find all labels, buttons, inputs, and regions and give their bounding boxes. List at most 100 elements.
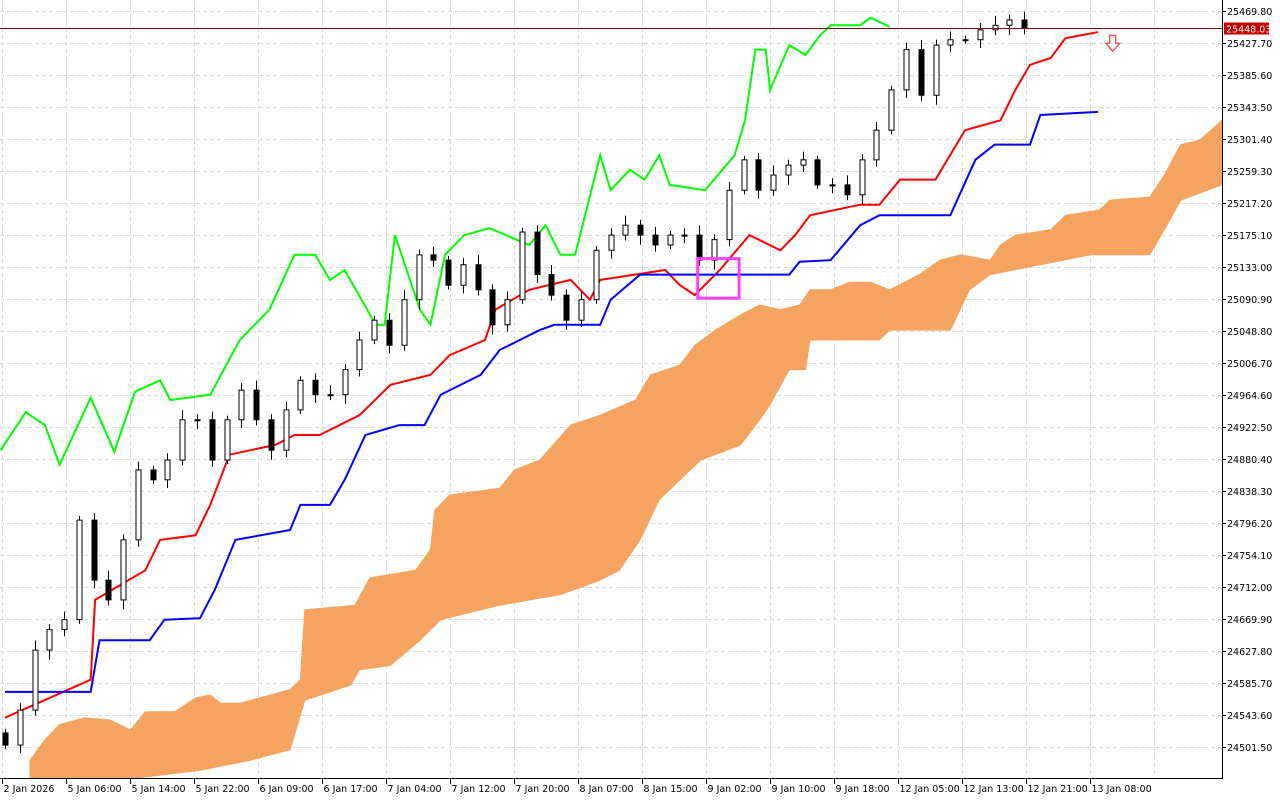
price-tick-label: 25259.30 bbox=[1227, 167, 1272, 178]
price-tick-label: 25133.00 bbox=[1227, 263, 1272, 274]
candle bbox=[770, 165, 777, 196]
cloud-area bbox=[29, 119, 1222, 778]
time-tick-label: 8 Jan 15:00 bbox=[644, 784, 698, 795]
price-tick-label: 24543.60 bbox=[1227, 711, 1272, 722]
candle bbox=[76, 516, 83, 624]
bull-candle-body bbox=[726, 189, 733, 241]
price-tick-label: 25385.60 bbox=[1227, 71, 1272, 82]
bull-candle-body bbox=[17, 709, 24, 746]
candle bbox=[829, 178, 836, 194]
candle bbox=[416, 249, 423, 310]
candle bbox=[726, 182, 733, 247]
bull-candle-body bbox=[164, 459, 171, 481]
candle bbox=[785, 159, 792, 185]
candle bbox=[386, 313, 393, 354]
bull-candle-body bbox=[327, 394, 334, 397]
candle bbox=[253, 380, 260, 426]
bull-candle-body bbox=[667, 234, 674, 246]
bull-candle-body bbox=[135, 469, 142, 541]
time-tick-label: 5 Jan 22:00 bbox=[196, 784, 250, 795]
bull-candle-body bbox=[32, 649, 39, 711]
bear-candle-body bbox=[563, 294, 570, 321]
bull-candle-body bbox=[1006, 19, 1013, 26]
price-tick-label: 25090.90 bbox=[1227, 295, 1272, 306]
candle bbox=[800, 151, 807, 172]
price-tick-label: 25048.80 bbox=[1227, 327, 1272, 338]
bull-candle-body bbox=[962, 39, 969, 42]
kijun-sen-line bbox=[5, 110, 1099, 693]
bull-candle-body bbox=[356, 339, 363, 371]
current-price-label: 25448.03 bbox=[1226, 25, 1271, 36]
candle bbox=[46, 624, 53, 660]
bull-candle-body bbox=[371, 319, 378, 341]
bull-candle-body bbox=[283, 409, 290, 451]
bull-candle-body bbox=[873, 129, 880, 161]
candle bbox=[873, 121, 880, 167]
bear-candle-body bbox=[2, 732, 9, 746]
candle bbox=[105, 570, 112, 606]
candle bbox=[593, 246, 600, 304]
candle bbox=[475, 255, 482, 296]
time-tick-label: 2 Jan 2026 bbox=[4, 784, 55, 795]
candle bbox=[903, 42, 910, 99]
time-tick-label: 9 Jan 02:00 bbox=[708, 784, 762, 795]
candle bbox=[120, 534, 127, 610]
bear-candle-body bbox=[652, 234, 659, 246]
time-tick-label: 7 Jan 20:00 bbox=[516, 784, 570, 795]
bull-candle-body bbox=[61, 619, 68, 631]
bear-candle-body bbox=[268, 419, 275, 451]
bear-candle-body bbox=[814, 159, 821, 186]
bull-candle-body bbox=[608, 234, 615, 251]
grid bbox=[0, 0, 1222, 778]
candle bbox=[32, 640, 39, 716]
candle bbox=[1006, 14, 1013, 35]
price-tick-label: 24712.00 bbox=[1227, 583, 1272, 594]
bear-candle-body bbox=[844, 184, 851, 196]
candle bbox=[283, 401, 290, 458]
bull-candle-body bbox=[416, 254, 423, 301]
candle bbox=[741, 155, 748, 195]
bull-candle-body bbox=[297, 379, 304, 411]
bull-candle-body bbox=[859, 159, 866, 196]
candle bbox=[430, 246, 437, 267]
current-price-label-bg bbox=[1224, 22, 1269, 35]
candle bbox=[667, 230, 674, 250]
candle bbox=[608, 228, 615, 259]
time-tick-label: 7 Jan 04:00 bbox=[388, 784, 442, 795]
candle bbox=[548, 265, 555, 301]
price-tick-label: 25301.40 bbox=[1227, 135, 1272, 146]
candle bbox=[179, 410, 186, 466]
candle bbox=[534, 225, 541, 283]
time-tick-label: 12 Jan 21:00 bbox=[1028, 784, 1088, 795]
candle bbox=[888, 85, 895, 135]
bull-candle-body bbox=[46, 629, 53, 651]
candle bbox=[918, 40, 925, 101]
candle bbox=[814, 155, 821, 190]
candle bbox=[342, 364, 349, 405]
time-tick-label: 7 Jan 12:00 bbox=[452, 784, 506, 795]
candle bbox=[445, 256, 452, 290]
bull-candle-body bbox=[460, 264, 467, 286]
bull-candle-body bbox=[401, 299, 408, 346]
candle bbox=[2, 728, 9, 750]
chikou-span-line bbox=[0, 16, 891, 468]
bear-candle-body bbox=[489, 289, 496, 326]
bear-candle-body bbox=[1021, 19, 1028, 29]
bull-candle-body bbox=[519, 231, 526, 301]
annotations bbox=[0, 28, 1222, 300]
bear-candle-body bbox=[445, 259, 452, 286]
candle bbox=[209, 411, 216, 467]
time-tick-label: 8 Jan 07:00 bbox=[580, 784, 634, 795]
bear-candle-body bbox=[475, 264, 482, 291]
bull-candle-body bbox=[179, 419, 186, 461]
tenkan-sen-line bbox=[4, 31, 1099, 719]
price-tick-label: 25469.80 bbox=[1227, 7, 1272, 18]
candle bbox=[297, 376, 304, 415]
time-tick-label: 5 Jan 14:00 bbox=[132, 784, 186, 795]
candle bbox=[637, 219, 644, 245]
time-tick-label: 12 Jan 13:00 bbox=[964, 784, 1024, 795]
candle bbox=[268, 414, 275, 460]
bull-candle-body bbox=[888, 89, 895, 131]
time-tick-label: 9 Jan 10:00 bbox=[772, 784, 826, 795]
